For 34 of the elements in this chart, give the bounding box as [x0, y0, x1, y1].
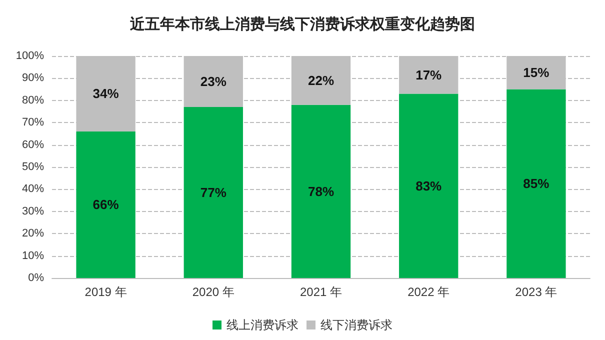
y-tick-label: 70% [22, 116, 44, 129]
data-label: 34% [92, 86, 120, 102]
y-tick-label: 90% [22, 72, 44, 84]
data-label: 78% [308, 184, 334, 199]
bar [76, 131, 136, 278]
bar [291, 104, 351, 278]
chart-title: 近五年本市线上消费与线下消费诉求权重变化趋势图 [129, 15, 475, 33]
data-label: 77% [200, 185, 227, 200]
y-tick-label: 50% [22, 161, 44, 173]
data-label: 17% [416, 67, 442, 82]
y-tick-label: 60% [22, 138, 44, 151]
data-label: 23% [200, 74, 227, 90]
x-tick-label: 2023 年 [515, 285, 558, 299]
x-tick-label: 2020 年 [192, 285, 234, 299]
legend-label: 线上消费诉求 [226, 318, 298, 332]
bar [184, 107, 243, 278]
y-tick-label: 10% [22, 250, 44, 262]
x-tick-label: 2019 年 [84, 285, 127, 299]
data-label: 66% [92, 197, 120, 212]
y-tick-label: 80% [22, 94, 44, 106]
bar [506, 89, 566, 278]
data-label: 15% [523, 65, 550, 80]
data-label: 85% [523, 176, 550, 192]
data-label: 22% [308, 72, 334, 88]
y-tick-label: 30% [22, 205, 44, 218]
x-tick-label: 2022 年 [408, 285, 450, 299]
x-tick-label: 2021 年 [300, 285, 342, 299]
data-label: 83% [416, 178, 442, 194]
y-tick-label: 100% [16, 50, 44, 62]
y-tick-label: 40% [22, 183, 44, 196]
bar [399, 94, 458, 278]
y-tick-label: 20% [22, 228, 44, 240]
legend-label: 线下消费诉求 [320, 318, 392, 332]
y-tick-label: 0% [28, 272, 44, 284]
